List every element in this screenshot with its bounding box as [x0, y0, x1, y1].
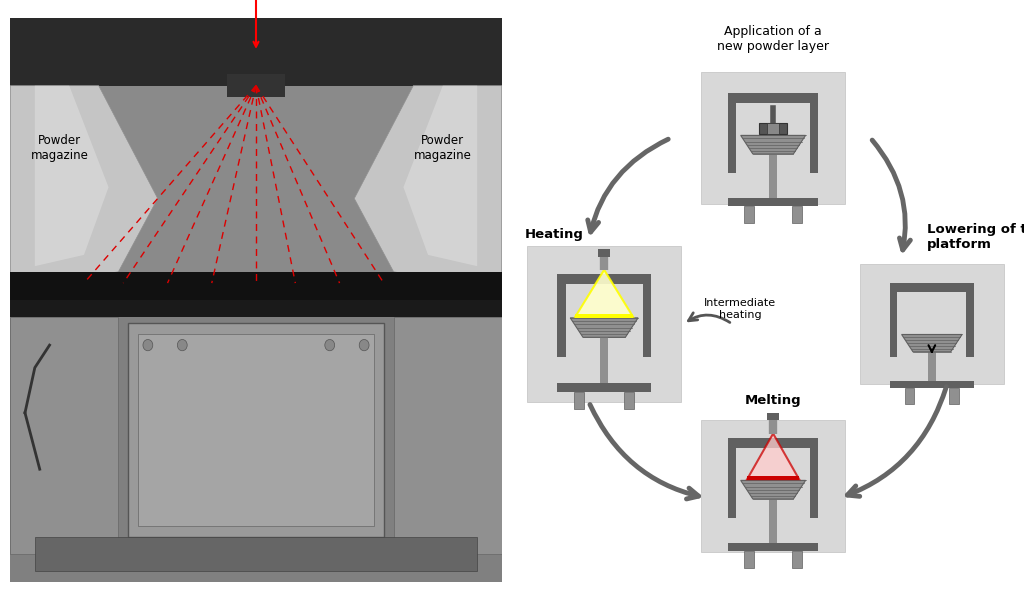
Bar — [728, 103, 736, 173]
Bar — [728, 439, 818, 448]
Polygon shape — [748, 434, 799, 479]
Bar — [574, 392, 585, 409]
Text: Vacuum: Vacuum — [296, 275, 364, 290]
Polygon shape — [740, 136, 806, 154]
Bar — [128, 323, 384, 537]
Bar — [624, 392, 634, 409]
Bar — [728, 543, 818, 551]
Bar — [767, 124, 779, 134]
Bar — [759, 124, 787, 134]
Bar — [728, 198, 818, 206]
Bar — [598, 250, 610, 257]
Bar — [138, 334, 374, 526]
Text: Powder
magazine: Powder magazine — [414, 134, 472, 162]
Bar — [767, 413, 779, 421]
Polygon shape — [901, 334, 963, 352]
Bar — [967, 292, 974, 357]
Bar — [890, 380, 974, 388]
Bar — [905, 388, 914, 404]
Bar — [890, 283, 974, 292]
Polygon shape — [354, 86, 502, 289]
Bar — [557, 274, 651, 284]
Bar — [10, 317, 502, 582]
Bar — [928, 352, 936, 380]
Text: Application of a
new powder layer: Application of a new powder layer — [717, 25, 829, 53]
Bar — [728, 448, 736, 518]
Polygon shape — [575, 270, 633, 317]
Bar — [527, 246, 681, 402]
Circle shape — [143, 340, 153, 351]
Bar — [557, 383, 651, 392]
Bar — [949, 388, 958, 404]
Bar — [10, 300, 502, 317]
Text: Building
tank: Building tank — [227, 420, 285, 451]
Bar — [748, 476, 799, 481]
Bar — [393, 317, 502, 554]
Bar — [744, 206, 755, 223]
Bar — [769, 499, 777, 543]
Bar — [701, 420, 845, 552]
Bar — [10, 272, 502, 300]
Text: Lowering of the
platform: Lowering of the platform — [927, 223, 1024, 251]
Circle shape — [177, 340, 187, 351]
Circle shape — [325, 340, 335, 351]
Bar — [890, 292, 897, 357]
Bar — [792, 206, 802, 223]
Bar — [10, 18, 502, 86]
Text: Powder
magazine: Powder magazine — [31, 134, 88, 162]
Circle shape — [359, 340, 369, 351]
Polygon shape — [403, 86, 477, 266]
Polygon shape — [570, 318, 638, 337]
Text: Intermediate
heating: Intermediate heating — [703, 298, 776, 320]
Text: Heating: Heating — [524, 228, 584, 241]
Bar — [226, 74, 286, 97]
Text: Melting: Melting — [744, 394, 802, 407]
Bar — [860, 264, 1004, 384]
Polygon shape — [740, 481, 806, 499]
Bar — [810, 448, 818, 518]
Text: Electron
beam gun: Electron beam gun — [224, 0, 288, 47]
Bar — [35, 537, 477, 571]
Bar — [10, 86, 502, 300]
Polygon shape — [35, 86, 109, 266]
Polygon shape — [10, 86, 158, 289]
Bar — [744, 551, 755, 568]
Bar — [810, 103, 818, 173]
Bar — [728, 94, 818, 103]
Bar — [557, 284, 565, 357]
Bar — [600, 337, 608, 383]
Bar — [575, 314, 633, 318]
Bar — [10, 317, 119, 554]
Bar — [643, 284, 651, 357]
Bar — [701, 72, 845, 204]
Bar — [769, 154, 777, 198]
Bar — [792, 551, 802, 568]
